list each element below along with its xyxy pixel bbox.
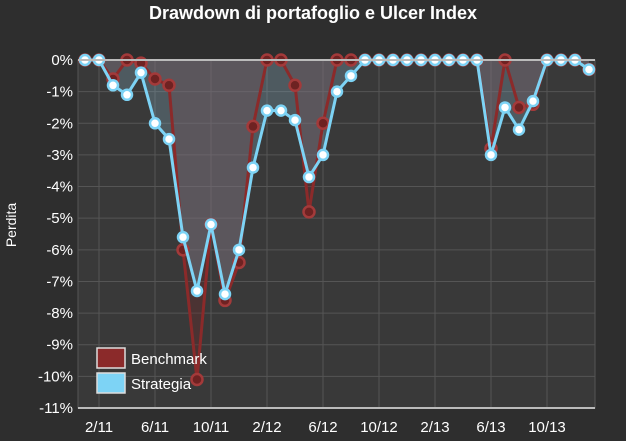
data-point-strategia (260, 104, 274, 117)
legend: Benchmark Strategia (96, 347, 207, 394)
data-point-strategia (218, 287, 232, 301)
data-point-strategia (582, 63, 596, 76)
data-point-strategia (344, 69, 358, 83)
data-point-strategia (288, 113, 302, 127)
grid-layer (78, 60, 595, 408)
data-point-strategia (512, 123, 526, 136)
legend-label-strategia: Strategia (131, 376, 192, 393)
data-point-strategia (302, 170, 316, 184)
data-point-strategia (148, 117, 162, 130)
data-point-strategia (162, 132, 176, 146)
x-tick-label: 10/13 (528, 419, 566, 436)
plot-area (77, 59, 596, 409)
data-point-benchmark (190, 372, 204, 387)
data-point-strategia (106, 79, 120, 92)
x-tick-label: 6/13 (476, 419, 505, 436)
legend-label-benchmark: Benchmark (131, 351, 207, 368)
x-tick-label: 10/11 (193, 419, 229, 436)
data-point-strategia (484, 148, 498, 162)
area-strategia (85, 60, 589, 295)
x-tick-label: 6/11 (141, 419, 169, 436)
legend-swatch-strategia (96, 372, 126, 394)
x-tick-label: 2/13 (420, 419, 449, 436)
y-tick-label: 0% (51, 52, 73, 69)
y-tick-label: -10% (38, 368, 73, 385)
data-point-strategia (246, 161, 260, 174)
data-point-strategia (274, 104, 288, 117)
y-tick-label: -7% (46, 273, 73, 290)
x-tick-label: 2/12 (252, 419, 281, 436)
data-point-strategia (498, 101, 512, 114)
data-point-benchmark (246, 119, 260, 134)
data-point-strategia (134, 66, 148, 79)
y-tick-label: -2% (46, 115, 73, 132)
y-tick-label: -1% (46, 84, 73, 101)
data-point-strategia (190, 284, 204, 298)
data-point-benchmark (302, 205, 316, 219)
data-point-benchmark (162, 78, 176, 93)
data-point-strategia (176, 230, 190, 244)
data-point-strategia (204, 218, 218, 231)
data-point-benchmark (316, 116, 330, 131)
data-point-benchmark (288, 78, 302, 93)
x-tick-label: 10/12 (360, 419, 398, 436)
legend-swatch-benchmark (96, 347, 126, 369)
data-point-strategia (120, 88, 134, 102)
x-tick-label: 6/12 (308, 419, 337, 436)
data-point-strategia (316, 148, 330, 162)
axis-layer: 0% -1% -2% -3% -4% -5% -6% -7% -8% -9% -10% -11% 2/1… (38, 52, 595, 436)
y-tick-label: -8% (46, 305, 73, 322)
data-point-strategia (232, 243, 246, 257)
y-tick-label: -9% (46, 337, 73, 354)
fill-layer (85, 60, 589, 380)
data-point-strategia (330, 85, 344, 98)
y-tick-label: -5% (46, 210, 73, 227)
x-tick-label: 2/11 (85, 419, 113, 436)
chart-title: Drawdown di portafoglio e Ulcer Index (148, 3, 478, 23)
data-point-strategia (526, 94, 540, 108)
data-point-benchmark (512, 100, 526, 115)
area-benchmark (85, 60, 589, 380)
y-tick-label: -4% (46, 179, 73, 196)
y-tick-label: -11% (39, 400, 73, 417)
y-axis-label: Perdita (3, 203, 19, 248)
y-tick-label: -6% (46, 242, 73, 259)
data-point-benchmark (148, 72, 162, 86)
y-tick-label: -3% (46, 147, 73, 164)
